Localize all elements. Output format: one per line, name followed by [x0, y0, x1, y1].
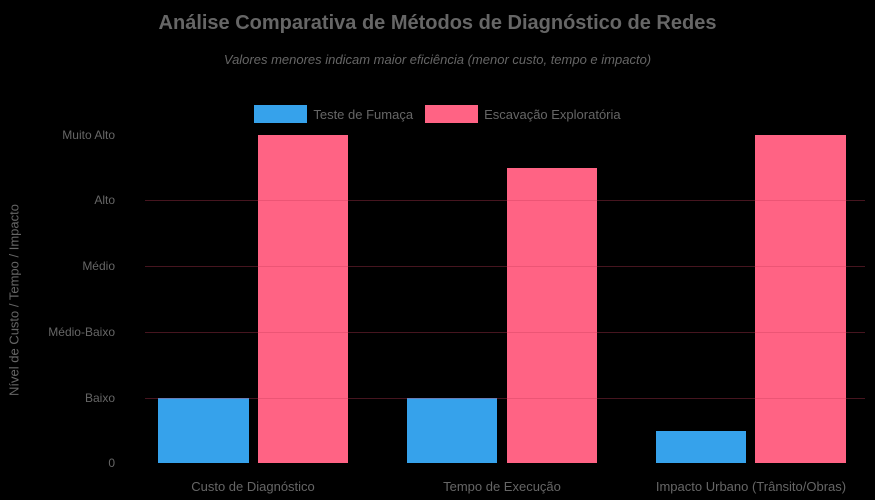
legend-item-teste-de-fumaca[interactable]: Teste de Fumaça [254, 105, 413, 123]
legend-swatch-blue [254, 105, 308, 123]
y-tick: Médio-Baixo [48, 325, 115, 339]
bar-escavacao-impacto[interactable] [755, 135, 846, 463]
chart-title: Análise Comparativa de Métodos de Diagnó… [158, 12, 717, 34]
x-tick: Tempo de Execução [443, 479, 561, 494]
bar-escavacao-tempo[interactable] [507, 168, 597, 463]
y-tick: Médio [82, 259, 115, 273]
x-tick: Custo de Diagnóstico [191, 479, 315, 494]
y-tick: Alto [94, 193, 115, 207]
legend: Teste de Fumaça Escavação Exploratória [0, 105, 875, 123]
y-axis-label: Nível de Custo / Tempo / Impacto [6, 204, 22, 396]
bar-escavacao-custo[interactable] [258, 135, 348, 463]
chart-subtitle: Valores menores indicam maior eficiência… [223, 52, 652, 67]
bar-teste-de-fumaca-impacto[interactable] [656, 431, 746, 463]
y-tick: Muito Alto [62, 128, 115, 142]
legend-label: Teste de Fumaça [313, 106, 414, 122]
y-tick: Baixo [84, 391, 115, 405]
legend-item-escavacao-exploratoria[interactable]: Escavação Exploratória [425, 105, 621, 123]
bar-teste-de-fumaca-tempo[interactable] [407, 398, 497, 463]
legend-swatch-pink [425, 105, 479, 123]
x-tick: Impacto Urbano (Trânsito/Obras) [655, 479, 847, 494]
y-tick: 0 [108, 456, 115, 470]
bar-teste-de-fumaca-custo[interactable] [158, 398, 249, 463]
legend-label: Escavação Exploratória [484, 106, 621, 122]
